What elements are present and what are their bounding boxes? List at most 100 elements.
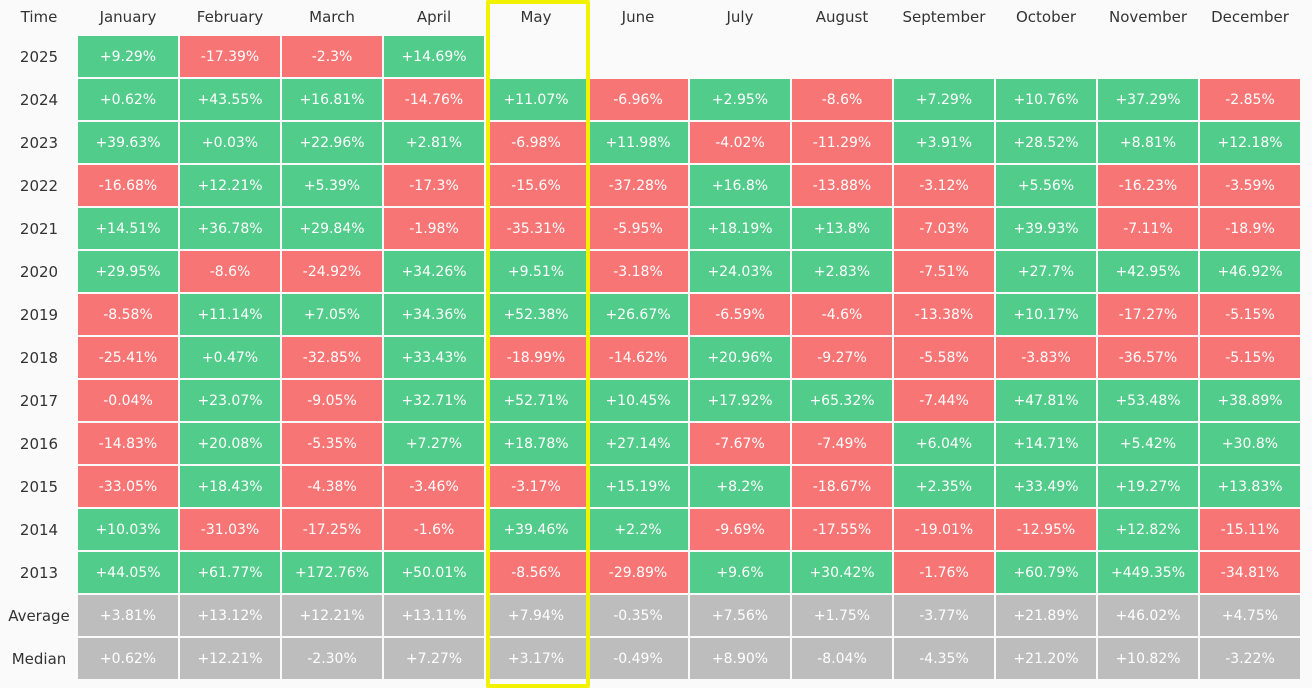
- return-cell: -29.89%: [588, 552, 688, 593]
- column-header: March: [309, 8, 355, 26]
- return-cell: +12.21%: [180, 638, 280, 679]
- return-cell: +20.96%: [690, 337, 790, 378]
- return-cell: +172.76%: [282, 552, 382, 593]
- return-cell: +17.92%: [690, 380, 790, 421]
- column-header: November: [1108, 8, 1188, 26]
- return-cell: -7.67%: [690, 423, 790, 464]
- return-cell: -12.95%: [996, 509, 1096, 550]
- return-cell: +8.90%: [690, 638, 790, 679]
- return-cell: +52.38%: [486, 294, 586, 335]
- return-cell: +46.92%: [1200, 251, 1300, 292]
- return-cell: -13.88%: [792, 165, 892, 206]
- return-cell: +34.36%: [384, 294, 484, 335]
- row-label: Average: [8, 606, 70, 625]
- return-cell: +23.07%: [180, 380, 280, 421]
- return-cell: +10.17%: [996, 294, 1096, 335]
- return-cell: +9.51%: [486, 251, 586, 292]
- empty-cell: [1200, 36, 1300, 77]
- return-cell: +0.62%: [78, 79, 178, 120]
- return-cell: +7.05%: [282, 294, 382, 335]
- return-cell: -14.62%: [588, 337, 688, 378]
- return-cell: +2.81%: [384, 122, 484, 163]
- return-cell: +14.69%: [384, 36, 484, 77]
- column-header: July: [726, 8, 754, 26]
- return-cell: -0.35%: [588, 595, 688, 636]
- row-label: 2015: [19, 477, 59, 496]
- row-label: 2022: [19, 176, 59, 195]
- return-cell: +53.48%: [1098, 380, 1198, 421]
- row-label: 2013: [19, 563, 59, 582]
- return-cell: +11.07%: [486, 79, 586, 120]
- return-cell: +18.19%: [690, 208, 790, 249]
- return-cell: -33.05%: [78, 466, 178, 507]
- return-cell: +13.11%: [384, 595, 484, 636]
- return-cell: -3.46%: [384, 466, 484, 507]
- column-header: September: [902, 8, 986, 26]
- return-cell: -4.38%: [282, 466, 382, 507]
- return-cell: +449.35%: [1098, 552, 1198, 593]
- return-cell: +18.78%: [486, 423, 586, 464]
- column-header: May: [520, 8, 552, 26]
- empty-cell: [996, 36, 1096, 77]
- return-cell: +12.21%: [180, 165, 280, 206]
- row-label: 2024: [19, 90, 59, 109]
- return-cell: -0.04%: [78, 380, 178, 421]
- return-cell: +2.83%: [792, 251, 892, 292]
- return-cell: +47.81%: [996, 380, 1096, 421]
- return-cell: +7.94%: [486, 595, 586, 636]
- column-header: December: [1211, 8, 1289, 26]
- return-cell: +33.49%: [996, 466, 1096, 507]
- return-cell: -5.58%: [894, 337, 994, 378]
- return-cell: +5.42%: [1098, 423, 1198, 464]
- return-cell: +24.03%: [690, 251, 790, 292]
- return-cell: -17.25%: [282, 509, 382, 550]
- return-cell: +26.67%: [588, 294, 688, 335]
- return-cell: +50.01%: [384, 552, 484, 593]
- return-cell: +52.71%: [486, 380, 586, 421]
- return-cell: +36.78%: [180, 208, 280, 249]
- return-cell: +27.14%: [588, 423, 688, 464]
- return-cell: -9.69%: [690, 509, 790, 550]
- return-cell: +27.7%: [996, 251, 1096, 292]
- return-cell: -1.76%: [894, 552, 994, 593]
- return-cell: +18.43%: [180, 466, 280, 507]
- return-cell: +8.2%: [690, 466, 790, 507]
- return-cell: +10.82%: [1098, 638, 1198, 679]
- return-cell: -3.12%: [894, 165, 994, 206]
- empty-cell: [894, 36, 994, 77]
- return-cell: -24.92%: [282, 251, 382, 292]
- return-cell: +13.12%: [180, 595, 280, 636]
- return-cell: -14.76%: [384, 79, 484, 120]
- return-cell: -32.85%: [282, 337, 382, 378]
- return-cell: +38.89%: [1200, 380, 1300, 421]
- return-cell: -18.9%: [1200, 208, 1300, 249]
- return-cell: +39.93%: [996, 208, 1096, 249]
- return-cell: -3.17%: [486, 466, 586, 507]
- return-cell: -6.59%: [690, 294, 790, 335]
- return-cell: +3.17%: [486, 638, 586, 679]
- return-cell: +46.02%: [1098, 595, 1198, 636]
- row-label: 2014: [19, 520, 59, 539]
- return-cell: -25.41%: [78, 337, 178, 378]
- return-cell: +10.03%: [78, 509, 178, 550]
- return-cell: +65.32%: [792, 380, 892, 421]
- row-label: 2016: [19, 434, 59, 453]
- returns-table: Time January February March April May June July…: [2, 0, 1300, 679]
- return-cell: -3.22%: [1200, 638, 1300, 679]
- return-cell: -2.30%: [282, 638, 382, 679]
- return-cell: +44.05%: [78, 552, 178, 593]
- return-cell: -1.6%: [384, 509, 484, 550]
- return-cell: +22.96%: [282, 122, 382, 163]
- return-cell: -9.27%: [792, 337, 892, 378]
- return-cell: -7.49%: [792, 423, 892, 464]
- return-cell: +43.55%: [180, 79, 280, 120]
- column-header: Time: [20, 8, 58, 26]
- return-cell: -5.35%: [282, 423, 382, 464]
- return-cell: +0.62%: [78, 638, 178, 679]
- row-label: 2018: [19, 348, 59, 367]
- return-cell: +11.98%: [588, 122, 688, 163]
- return-cell: -17.55%: [792, 509, 892, 550]
- return-cell: -8.56%: [486, 552, 586, 593]
- empty-cell: [588, 36, 688, 77]
